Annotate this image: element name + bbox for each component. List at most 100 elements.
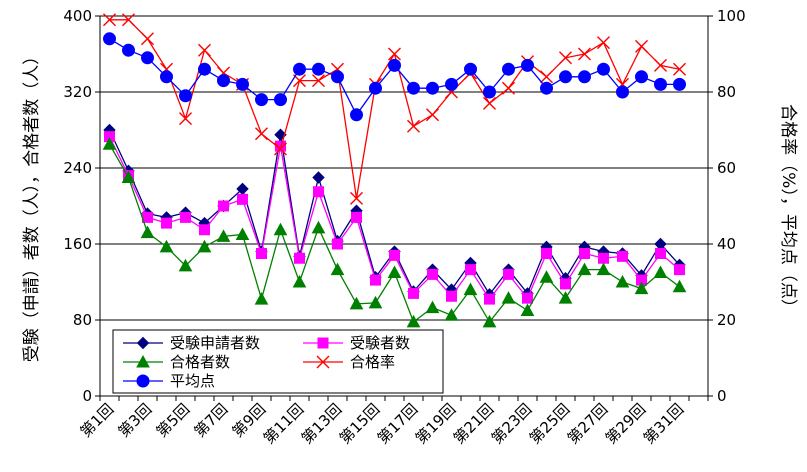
data-point-triangle [653, 265, 668, 278]
data-point-square [389, 249, 400, 261]
data-point-square [598, 252, 609, 264]
data-point-triangle [463, 282, 478, 296]
legend-label: 合格率 [350, 353, 395, 371]
x-tick-label: 第29回 [602, 400, 649, 447]
x-stroke [597, 36, 610, 50]
y-tick-label-left: 240 [63, 159, 92, 177]
data-point-x [635, 39, 648, 53]
data-point-triangle [634, 281, 649, 295]
data-point-circle [578, 70, 591, 84]
data-point-square [503, 268, 514, 280]
data-point-square [313, 186, 324, 198]
x-stroke [483, 96, 496, 110]
x-stroke [350, 191, 363, 205]
data-point-triangle [330, 262, 345, 276]
data-point-x [426, 108, 439, 122]
data-point-x [179, 112, 192, 126]
x-stroke [578, 47, 591, 61]
data-point-triangle [178, 258, 193, 272]
x-tick-label: 第15回 [336, 400, 383, 447]
x-tick-label: 第19回 [412, 400, 459, 447]
x-stroke [559, 51, 572, 65]
data-point-square [370, 274, 381, 286]
data-point-circle [597, 62, 610, 76]
y-tick-label-right: 80 [717, 83, 736, 101]
x-tick-label: 第25回 [526, 400, 573, 447]
data-point-square [560, 278, 571, 290]
x-stroke [540, 70, 553, 84]
data-point-square [617, 250, 628, 262]
x-stroke [673, 62, 686, 76]
data-point-circle [312, 62, 325, 76]
data-point-triangle [482, 314, 497, 328]
data-point-x [312, 74, 325, 88]
y-tick-label-right: 40 [717, 235, 736, 253]
data-point-square [674, 264, 685, 276]
y-tick-label-right: 0 [717, 387, 727, 405]
data-point-circle [198, 62, 211, 76]
data-point-circle [673, 77, 686, 91]
data-point-square [180, 211, 191, 223]
x-tick-label: 第1回 [77, 400, 118, 441]
data-point-square [237, 193, 248, 205]
data-point-x [350, 191, 363, 205]
data-point-triangle [615, 274, 630, 288]
data-point-x [559, 51, 572, 65]
series-5 [103, 32, 686, 122]
data-point-circle [255, 93, 268, 107]
y-tick-label-left: 400 [63, 7, 92, 25]
data-point-x [141, 32, 154, 46]
data-point-circle [502, 62, 515, 76]
data-point-circle [635, 70, 648, 84]
y-axis-title-right: 合格率（%），平均点（点） [778, 104, 798, 316]
y-tick-label-left: 80 [73, 311, 92, 329]
data-point-triangle [159, 239, 174, 253]
data-point-circle [407, 81, 420, 95]
legend-label: 平均点 [170, 372, 215, 390]
data-point-x [654, 58, 667, 72]
data-point-square [655, 248, 666, 259]
data-point-square [294, 252, 305, 264]
data-point-triangle [292, 274, 307, 288]
data-point-triangle [216, 229, 231, 242]
data-point-circle [179, 89, 192, 103]
data-point-circle [122, 43, 135, 57]
data-point-square [275, 140, 286, 152]
x-stroke [502, 81, 515, 95]
x-stroke [316, 355, 330, 369]
data-point-circle [521, 58, 534, 72]
data-point-circle [388, 58, 401, 72]
data-point-x [407, 119, 420, 133]
y-tick-label-right: 20 [717, 311, 736, 329]
data-point-triangle [140, 225, 155, 239]
data-point-triangle [368, 295, 383, 309]
data-point-square [317, 337, 329, 349]
x-stroke [426, 108, 439, 122]
data-point-triangle [577, 262, 592, 276]
data-point-square [484, 293, 495, 305]
x-stroke [141, 32, 154, 46]
x-tick-label: 第3回 [115, 400, 156, 441]
data-point-triangle [197, 239, 212, 253]
data-point-circle [236, 77, 249, 91]
series-line [109, 38, 680, 117]
series-4 [103, 13, 686, 205]
legend-box [112, 329, 444, 394]
data-point-triangle [311, 220, 326, 234]
data-point-triangle [121, 170, 136, 183]
data-point-circle [369, 81, 382, 95]
data-point-x [255, 127, 268, 141]
legend-entry: 受験者数 [303, 334, 410, 352]
legend-entry: 受験申請者数 [123, 334, 260, 352]
x-stroke [388, 47, 401, 61]
x-tick-label: 第31回 [640, 400, 687, 447]
legend-entry: 合格率 [303, 353, 395, 371]
series-line [108, 143, 680, 324]
x-tick-label: 第27回 [564, 400, 611, 447]
y-tick-label-right: 60 [717, 159, 736, 177]
x-tick-label: 第21回 [450, 400, 497, 447]
data-point-triangle [235, 227, 250, 240]
data-point-circle [350, 108, 363, 122]
data-point-square [541, 248, 552, 259]
